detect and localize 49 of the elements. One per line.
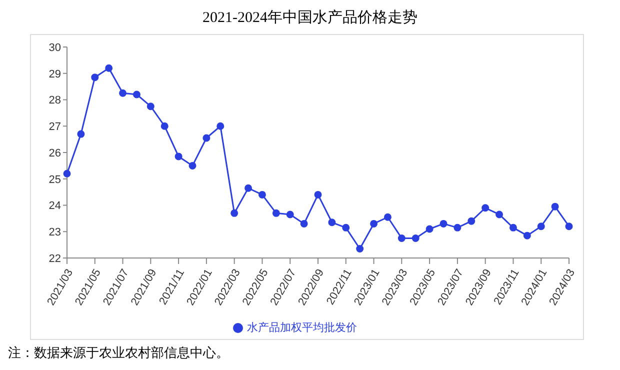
point [63, 170, 71, 178]
point [91, 74, 99, 82]
point [174, 152, 182, 160]
point [509, 224, 517, 232]
y-tick-label: 27 [48, 121, 61, 134]
point [272, 209, 280, 217]
point [244, 184, 252, 192]
point [565, 222, 573, 230]
point [523, 232, 531, 240]
point [370, 220, 378, 228]
point [77, 130, 85, 138]
point [398, 234, 406, 242]
point [537, 222, 545, 230]
y-tick-label: 22 [48, 252, 61, 265]
y-tick-label: 28 [48, 94, 61, 107]
y-tick-label: 23 [48, 226, 61, 239]
point [105, 64, 113, 72]
point [230, 209, 238, 217]
chart-title: 2021-2024年中国水产品价格走势 [202, 8, 418, 28]
point [216, 122, 224, 130]
point [426, 225, 434, 233]
point [454, 224, 462, 232]
point [384, 213, 392, 221]
y-tick-label: 24 [48, 200, 61, 212]
point [160, 122, 168, 130]
y-tick-label: 25 [48, 174, 61, 186]
point [551, 202, 559, 210]
point [202, 134, 210, 142]
y-tick-label: 30 [48, 42, 61, 54]
point [146, 102, 154, 110]
point [258, 190, 266, 198]
point [356, 245, 364, 253]
y-tick-label: 26 [48, 147, 61, 160]
point [412, 234, 420, 242]
point [496, 210, 504, 218]
text: 注：数据来源于农业农村部信息中心。 [8, 344, 230, 362]
point [119, 89, 127, 97]
point [286, 210, 294, 218]
point [440, 220, 448, 228]
point [328, 218, 336, 226]
point [468, 217, 476, 225]
point [188, 162, 196, 170]
legend-label: 水产品加权平均批发价 [247, 322, 357, 334]
y-tick-label: 29 [48, 68, 61, 80]
point [482, 204, 490, 212]
point [314, 190, 322, 198]
point [342, 224, 350, 232]
point [300, 220, 308, 228]
point [132, 90, 140, 98]
